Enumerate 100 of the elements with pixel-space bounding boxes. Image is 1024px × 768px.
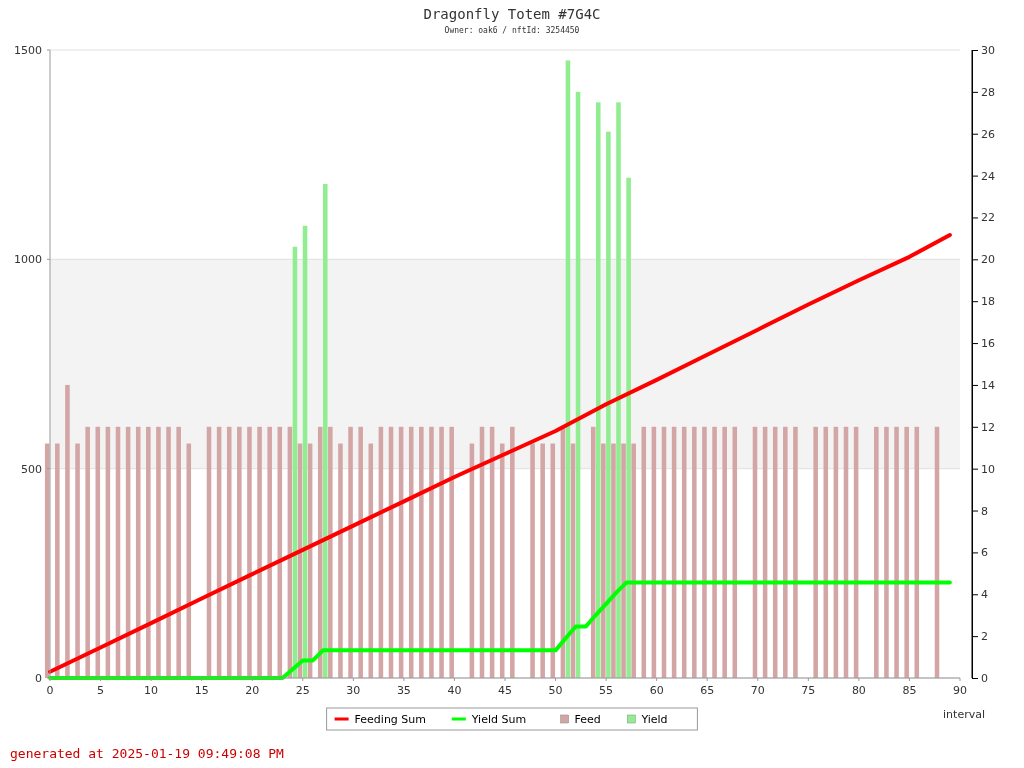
bar <box>590 426 596 678</box>
bar <box>55 443 60 678</box>
bar <box>793 426 798 678</box>
y-tick-label: 500 <box>21 462 42 476</box>
bar <box>894 426 899 678</box>
bar <box>540 443 545 678</box>
bar <box>499 443 505 678</box>
bar <box>702 426 707 678</box>
y2-tick-label: 28 <box>981 85 995 99</box>
x-tick-label: 75 <box>801 684 816 697</box>
x-tick-label: 85 <box>902 684 917 697</box>
x-tick-label: 20 <box>245 684 260 697</box>
y2-tick-label: 0 <box>981 672 988 686</box>
bar <box>712 426 717 678</box>
x-tick-label: 5 <box>97 684 105 697</box>
y-tick-label: 1000 <box>14 253 42 267</box>
bar <box>328 426 333 678</box>
bar <box>156 426 161 678</box>
line-series <box>48 580 952 680</box>
bar <box>631 443 636 678</box>
chart-title: Dragonfly Totem #7G4C <box>423 6 601 22</box>
bar <box>247 426 252 678</box>
legend-label: Yield <box>640 713 668 726</box>
y2-tick-label: 16 <box>981 337 995 351</box>
y2-tick-label: 26 <box>981 127 995 141</box>
bar <box>429 426 434 678</box>
bar <box>783 426 788 678</box>
bar <box>621 443 626 678</box>
chart-subtitle: Owner: oak6 / nftId: 3254450 <box>444 26 580 35</box>
x-tick-label: 80 <box>851 684 866 697</box>
bar <box>176 426 181 678</box>
bar <box>338 443 343 678</box>
x-tick-label: 45 <box>498 684 512 697</box>
bar <box>510 426 515 678</box>
x-tick-label: 65 <box>700 684 715 697</box>
x-tick-label: 60 <box>649 684 664 697</box>
bar <box>681 426 687 678</box>
bar <box>772 426 778 678</box>
bar <box>601 443 606 678</box>
bar <box>626 177 631 678</box>
x-tick-label: 35 <box>396 684 411 697</box>
y2-tick-label: 4 <box>981 588 988 602</box>
bar <box>884 426 889 678</box>
bar <box>135 426 141 678</box>
y-tick-label: 1500 <box>14 44 42 57</box>
bar <box>419 426 424 678</box>
bar <box>813 426 818 678</box>
bar <box>692 426 697 678</box>
bar <box>616 102 621 678</box>
x-tick-label: 30 <box>346 684 361 697</box>
bar <box>408 426 414 678</box>
bar <box>146 426 151 678</box>
y2-tick-label: 22 <box>981 211 995 225</box>
x-tick-label: 90 <box>953 684 967 697</box>
bar <box>722 426 727 678</box>
x-tick-label: 25 <box>295 684 310 697</box>
y2-tick-label: 10 <box>981 462 995 476</box>
text: generated at 2025-01-19 09:49:08 PM <box>10 746 285 761</box>
x-tick-label: 40 <box>447 684 462 697</box>
x-tick-label: 55 <box>599 684 614 697</box>
x-axis-title: interval <box>943 708 985 721</box>
line-series <box>48 233 952 674</box>
x-tick-label: 70 <box>750 684 765 697</box>
y2-tick-label: 14 <box>981 378 995 392</box>
y2-tick-label: 20 <box>981 253 995 267</box>
bar <box>348 426 353 678</box>
bar <box>85 426 90 678</box>
bar <box>267 426 272 678</box>
bar <box>166 426 171 678</box>
x-tick-label: 50 <box>548 684 563 697</box>
y2-tick-label: 12 <box>981 420 995 434</box>
y2-tick-label: 18 <box>981 295 995 309</box>
bar <box>237 426 242 678</box>
bar <box>323 183 328 678</box>
y2-tick-label: 8 <box>981 504 988 518</box>
x-tick-label: 10 <box>144 684 159 697</box>
bar <box>65 384 70 678</box>
bar <box>358 426 363 678</box>
bar <box>530 443 535 678</box>
bar <box>606 131 611 678</box>
y2-tick-label: 30 <box>981 44 995 58</box>
y-tick-label: 0 <box>35 672 42 685</box>
bar <box>904 426 909 678</box>
y2-tick-label: 24 <box>981 169 995 183</box>
bar <box>226 426 232 678</box>
bar <box>257 426 262 678</box>
bar <box>449 426 454 678</box>
bar <box>75 443 80 678</box>
bar <box>596 102 601 678</box>
bar <box>439 426 444 678</box>
bar <box>611 443 616 678</box>
bar <box>874 426 879 678</box>
x-tick-label: 0 <box>46 684 54 697</box>
x-tick-label: 15 <box>194 684 209 697</box>
legend-label: Feed <box>574 713 601 726</box>
bar <box>317 426 323 678</box>
y2-tick-label: 2 <box>981 630 988 644</box>
legend-label: Feeding Sum <box>354 713 427 726</box>
y2-tick-label: 6 <box>981 546 988 560</box>
legend-label: Yield Sum <box>470 713 527 726</box>
